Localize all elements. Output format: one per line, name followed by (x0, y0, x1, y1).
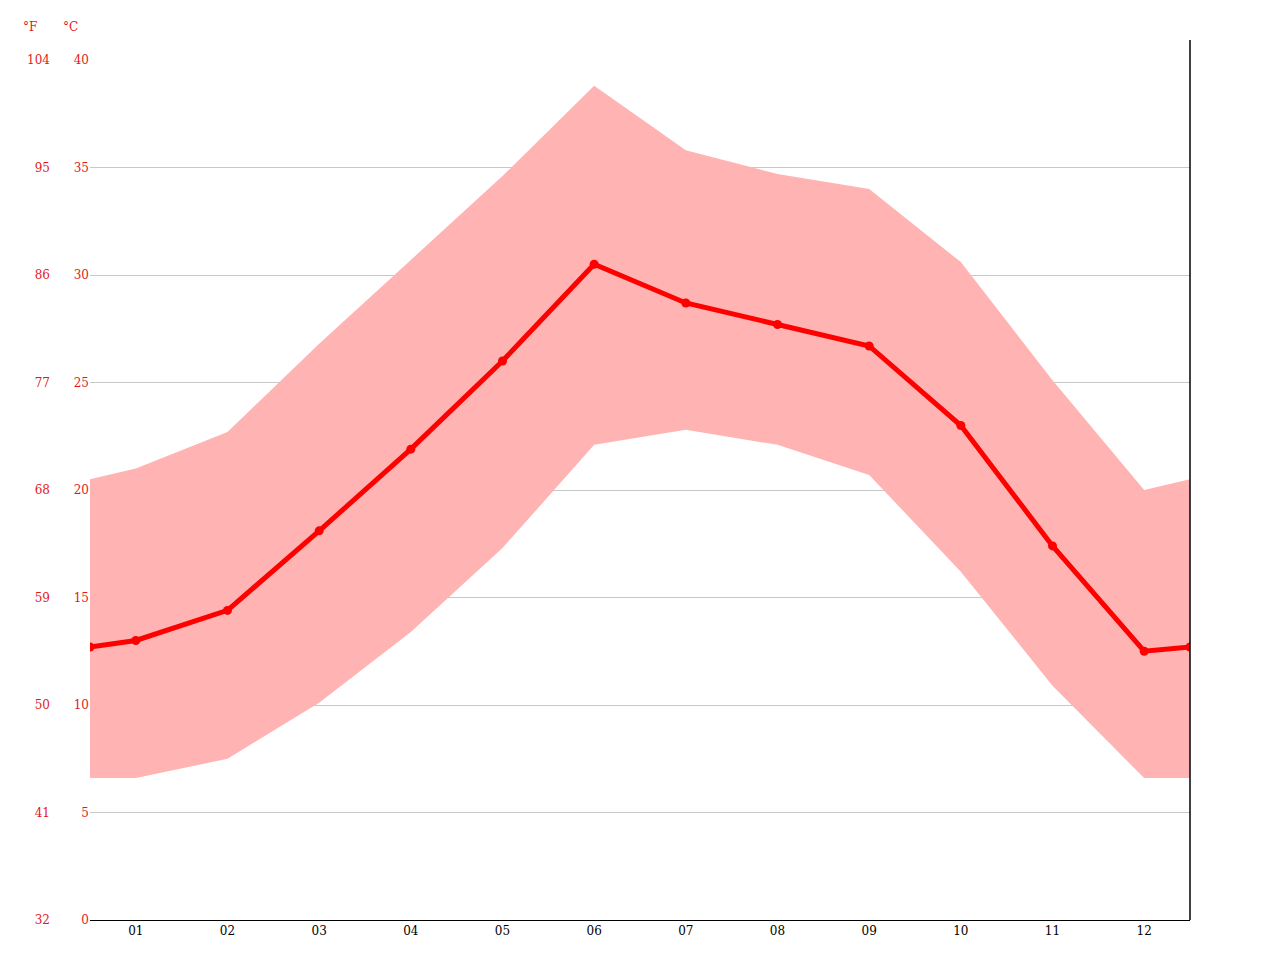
svg-text:77: 77 (35, 376, 50, 390)
svg-text:02: 02 (220, 924, 235, 938)
svg-text:86: 86 (35, 268, 50, 282)
svg-text:15: 15 (74, 591, 89, 605)
svg-text:0: 0 (81, 913, 89, 927)
svg-text:50: 50 (35, 698, 50, 712)
svg-text:25: 25 (74, 376, 89, 390)
svg-text:35: 35 (74, 161, 89, 175)
svg-text:20: 20 (74, 483, 89, 497)
svg-text:10: 10 (953, 924, 968, 938)
svg-text:104: 104 (27, 53, 50, 67)
svg-text:30: 30 (74, 268, 89, 282)
svg-text:32: 32 (35, 913, 50, 927)
svg-text:°F: °F (23, 20, 37, 34)
svg-text:03: 03 (312, 924, 327, 938)
svg-text:11: 11 (1045, 924, 1060, 938)
svg-text:08: 08 (770, 924, 785, 938)
svg-text:95: 95 (35, 161, 50, 175)
svg-text:12: 12 (1137, 924, 1152, 938)
svg-text:68: 68 (35, 483, 50, 497)
svg-text:06: 06 (587, 924, 602, 938)
svg-text:5: 5 (81, 806, 89, 820)
svg-text:59: 59 (35, 591, 50, 605)
svg-text:05: 05 (495, 924, 510, 938)
svg-text:41: 41 (35, 806, 50, 820)
svg-text:40: 40 (74, 53, 89, 67)
svg-text:01: 01 (128, 924, 143, 938)
svg-text:04: 04 (403, 924, 419, 938)
svg-text:07: 07 (678, 924, 693, 938)
svg-text:10: 10 (74, 698, 89, 712)
svg-text:°C: °C (63, 20, 78, 34)
svg-text:09: 09 (862, 924, 877, 938)
